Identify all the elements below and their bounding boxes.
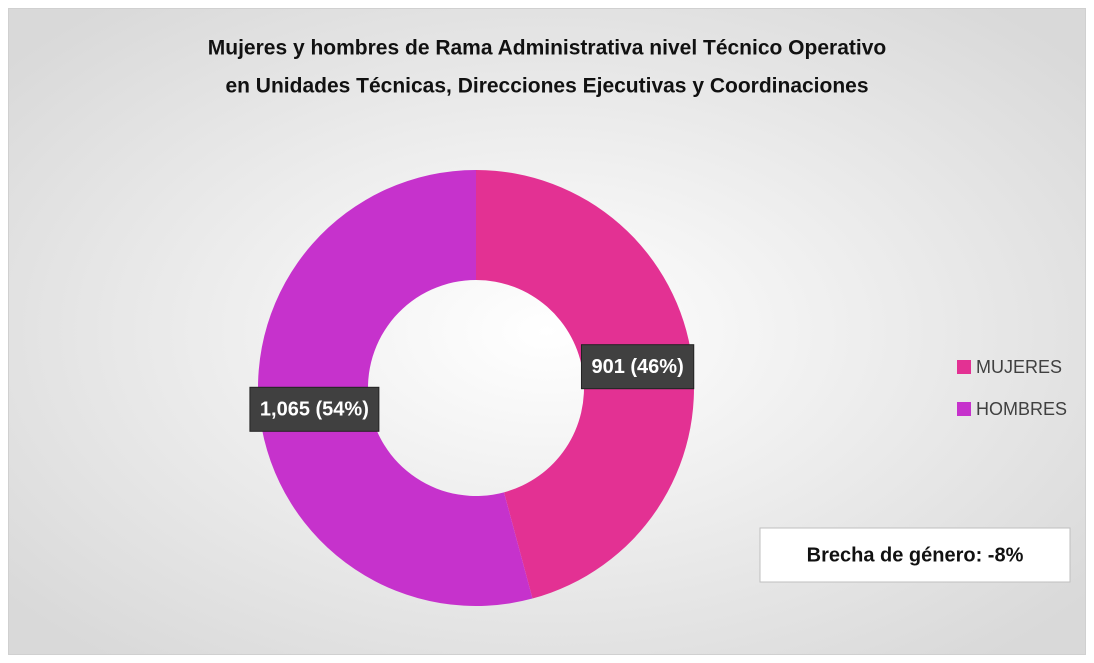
annotation: Brecha de género: -8% bbox=[807, 544, 1024, 566]
annotation-box bbox=[759, 527, 1071, 583]
chart-title: Mujeres y hombres de Rama Administrativa… bbox=[208, 37, 886, 60]
data-label: 1,065 (54%) bbox=[260, 399, 369, 421]
legend-swatch bbox=[957, 402, 971, 416]
data-label: 901 (46%) bbox=[591, 356, 683, 378]
slice bbox=[258, 169, 533, 606]
chart-title: en Unidades Técnicas, Direcciones Ejecut… bbox=[225, 75, 868, 98]
legend-label: HOMBRES bbox=[976, 399, 1067, 419]
legend-swatch bbox=[957, 360, 971, 374]
legend-label: MUJERES bbox=[976, 357, 1062, 377]
data-label-bg bbox=[249, 386, 380, 432]
data-label-bg bbox=[580, 344, 695, 390]
